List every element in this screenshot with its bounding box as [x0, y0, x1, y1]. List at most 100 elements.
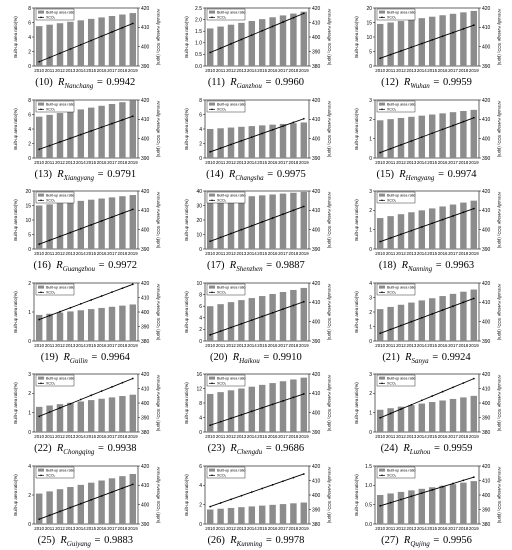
caption-r-symbol: R [403, 535, 411, 546]
xco2-point [229, 498, 232, 501]
left-axis-title: Built-up area ratio(%) [354, 107, 359, 149]
bar [119, 101, 126, 158]
x-tick-label: 2012 [226, 434, 236, 439]
bar [119, 396, 126, 433]
caption-r-symbol: R [232, 351, 240, 363]
xco2-point [421, 399, 423, 402]
bar [87, 400, 95, 433]
bar [470, 10, 478, 66]
right-tick-label: 420 [312, 97, 321, 103]
bar [408, 490, 415, 524]
xco2-point [441, 391, 444, 393]
bar [237, 388, 245, 433]
x-tick-label: 2019 [299, 526, 309, 531]
xco2-point [79, 399, 82, 401]
bar [108, 103, 116, 158]
right-tick-label: 420 [141, 189, 150, 195]
xco2-point [271, 311, 274, 314]
caption-r-value: 0.9910 [272, 351, 302, 363]
chart-panel: 0 2 4 6 8 390 400 410 420 Built-up area ratio(%) A… [0, 92, 171, 184]
right-tick-label: 420 [312, 281, 321, 287]
xco2-point [219, 236, 222, 239]
xco2-point [59, 140, 61, 143]
xco2-point [208, 150, 211, 153]
bar [449, 111, 457, 158]
x-tick-label: 2017 [278, 343, 288, 348]
xco2-point [292, 209, 294, 212]
bar [397, 214, 405, 250]
xco2-line [380, 476, 475, 507]
x-tick-label: 2011 [45, 434, 55, 439]
x-tick-label: 2016 [267, 68, 277, 73]
legend-box [376, 466, 416, 479]
x-tick-label: 2016 [438, 251, 448, 256]
bar [460, 110, 467, 158]
chart-caption: (10) RNanchang = 0.9942 [0, 77, 171, 90]
left-tick-label: 40 [196, 189, 202, 195]
xco2-point [281, 21, 284, 23]
legend-bar-label: Built-up area ratio [46, 102, 74, 106]
bar [460, 291, 467, 341]
x-tick-label: 2016 [267, 251, 277, 256]
legend-bar-swatch [379, 102, 386, 106]
xco2-line [380, 208, 475, 243]
right-tick-label: 400 [312, 493, 321, 499]
x-tick-label: 2013 [407, 434, 417, 439]
right-tick-label: 410 [312, 208, 321, 214]
caption-equals: = [95, 443, 107, 455]
xco2-point [379, 57, 382, 60]
left-tick-label: 0 [199, 430, 202, 436]
bar [279, 291, 286, 341]
bar [216, 26, 224, 67]
legend-bar-label: Built-up area ratio [217, 102, 245, 106]
chart-panel: 0 2 4 6 8 10 390 400 410 420 Built-up area ratio(%… [171, 275, 342, 367]
left-tick-label: 1 [369, 228, 372, 234]
xco2-point [421, 42, 423, 45]
xco2-point [111, 291, 113, 293]
caption-equals: = [433, 260, 445, 272]
caption-city: Chongqing [63, 448, 95, 457]
xco2-point [208, 424, 211, 427]
chart-panel: 0 2 4 6 380 390 400 410 420 Built-up area ratio(%… [171, 458, 342, 550]
xco2-point [462, 382, 465, 385]
bar [77, 20, 85, 66]
x-tick-label: 2019 [299, 160, 309, 165]
caption-id: (19) [40, 351, 59, 363]
x-tick-label: 2019 [469, 526, 479, 531]
caption-r-symbol: R [57, 168, 64, 180]
xco2-point [121, 287, 124, 289]
bar [460, 482, 467, 524]
x-tick-label: 2014 [76, 251, 86, 256]
x-tick-label: 2015 [427, 251, 437, 256]
right-tick-label: 390 [141, 155, 150, 161]
x-tick-label: 2010 [34, 526, 44, 531]
x-tick-label: 2014 [76, 434, 86, 439]
xco2-point [59, 310, 61, 313]
right-tick-label: 420 [482, 97, 491, 103]
right-tick-label: 400 [141, 401, 150, 407]
legend-box [35, 466, 75, 479]
right-tick-label: 410 [312, 300, 321, 306]
xco2-point [431, 395, 434, 398]
right-tick-label: 420 [312, 6, 321, 12]
bar [119, 305, 126, 341]
legend-box [35, 100, 75, 112]
bar [237, 197, 245, 250]
caption-r-symbol: R [63, 351, 70, 363]
legend-bar-label: Built-up area ratio [46, 285, 74, 289]
caption-equals: = [96, 260, 108, 272]
legend-line-marker [381, 108, 383, 110]
left-tick-label: 4 [28, 35, 31, 41]
xco2-point [229, 143, 232, 145]
x-tick-label: 2013 [407, 251, 417, 256]
xco2-point [219, 421, 222, 424]
x-tick-label: 2011 [215, 343, 225, 348]
x-tick-label: 2010 [375, 343, 385, 348]
xco2-point [100, 495, 103, 497]
legend-line-marker [381, 291, 383, 293]
x-tick-label: 2019 [469, 251, 479, 256]
xco2-point [441, 485, 444, 488]
right-tick-label: 410 [482, 117, 491, 123]
